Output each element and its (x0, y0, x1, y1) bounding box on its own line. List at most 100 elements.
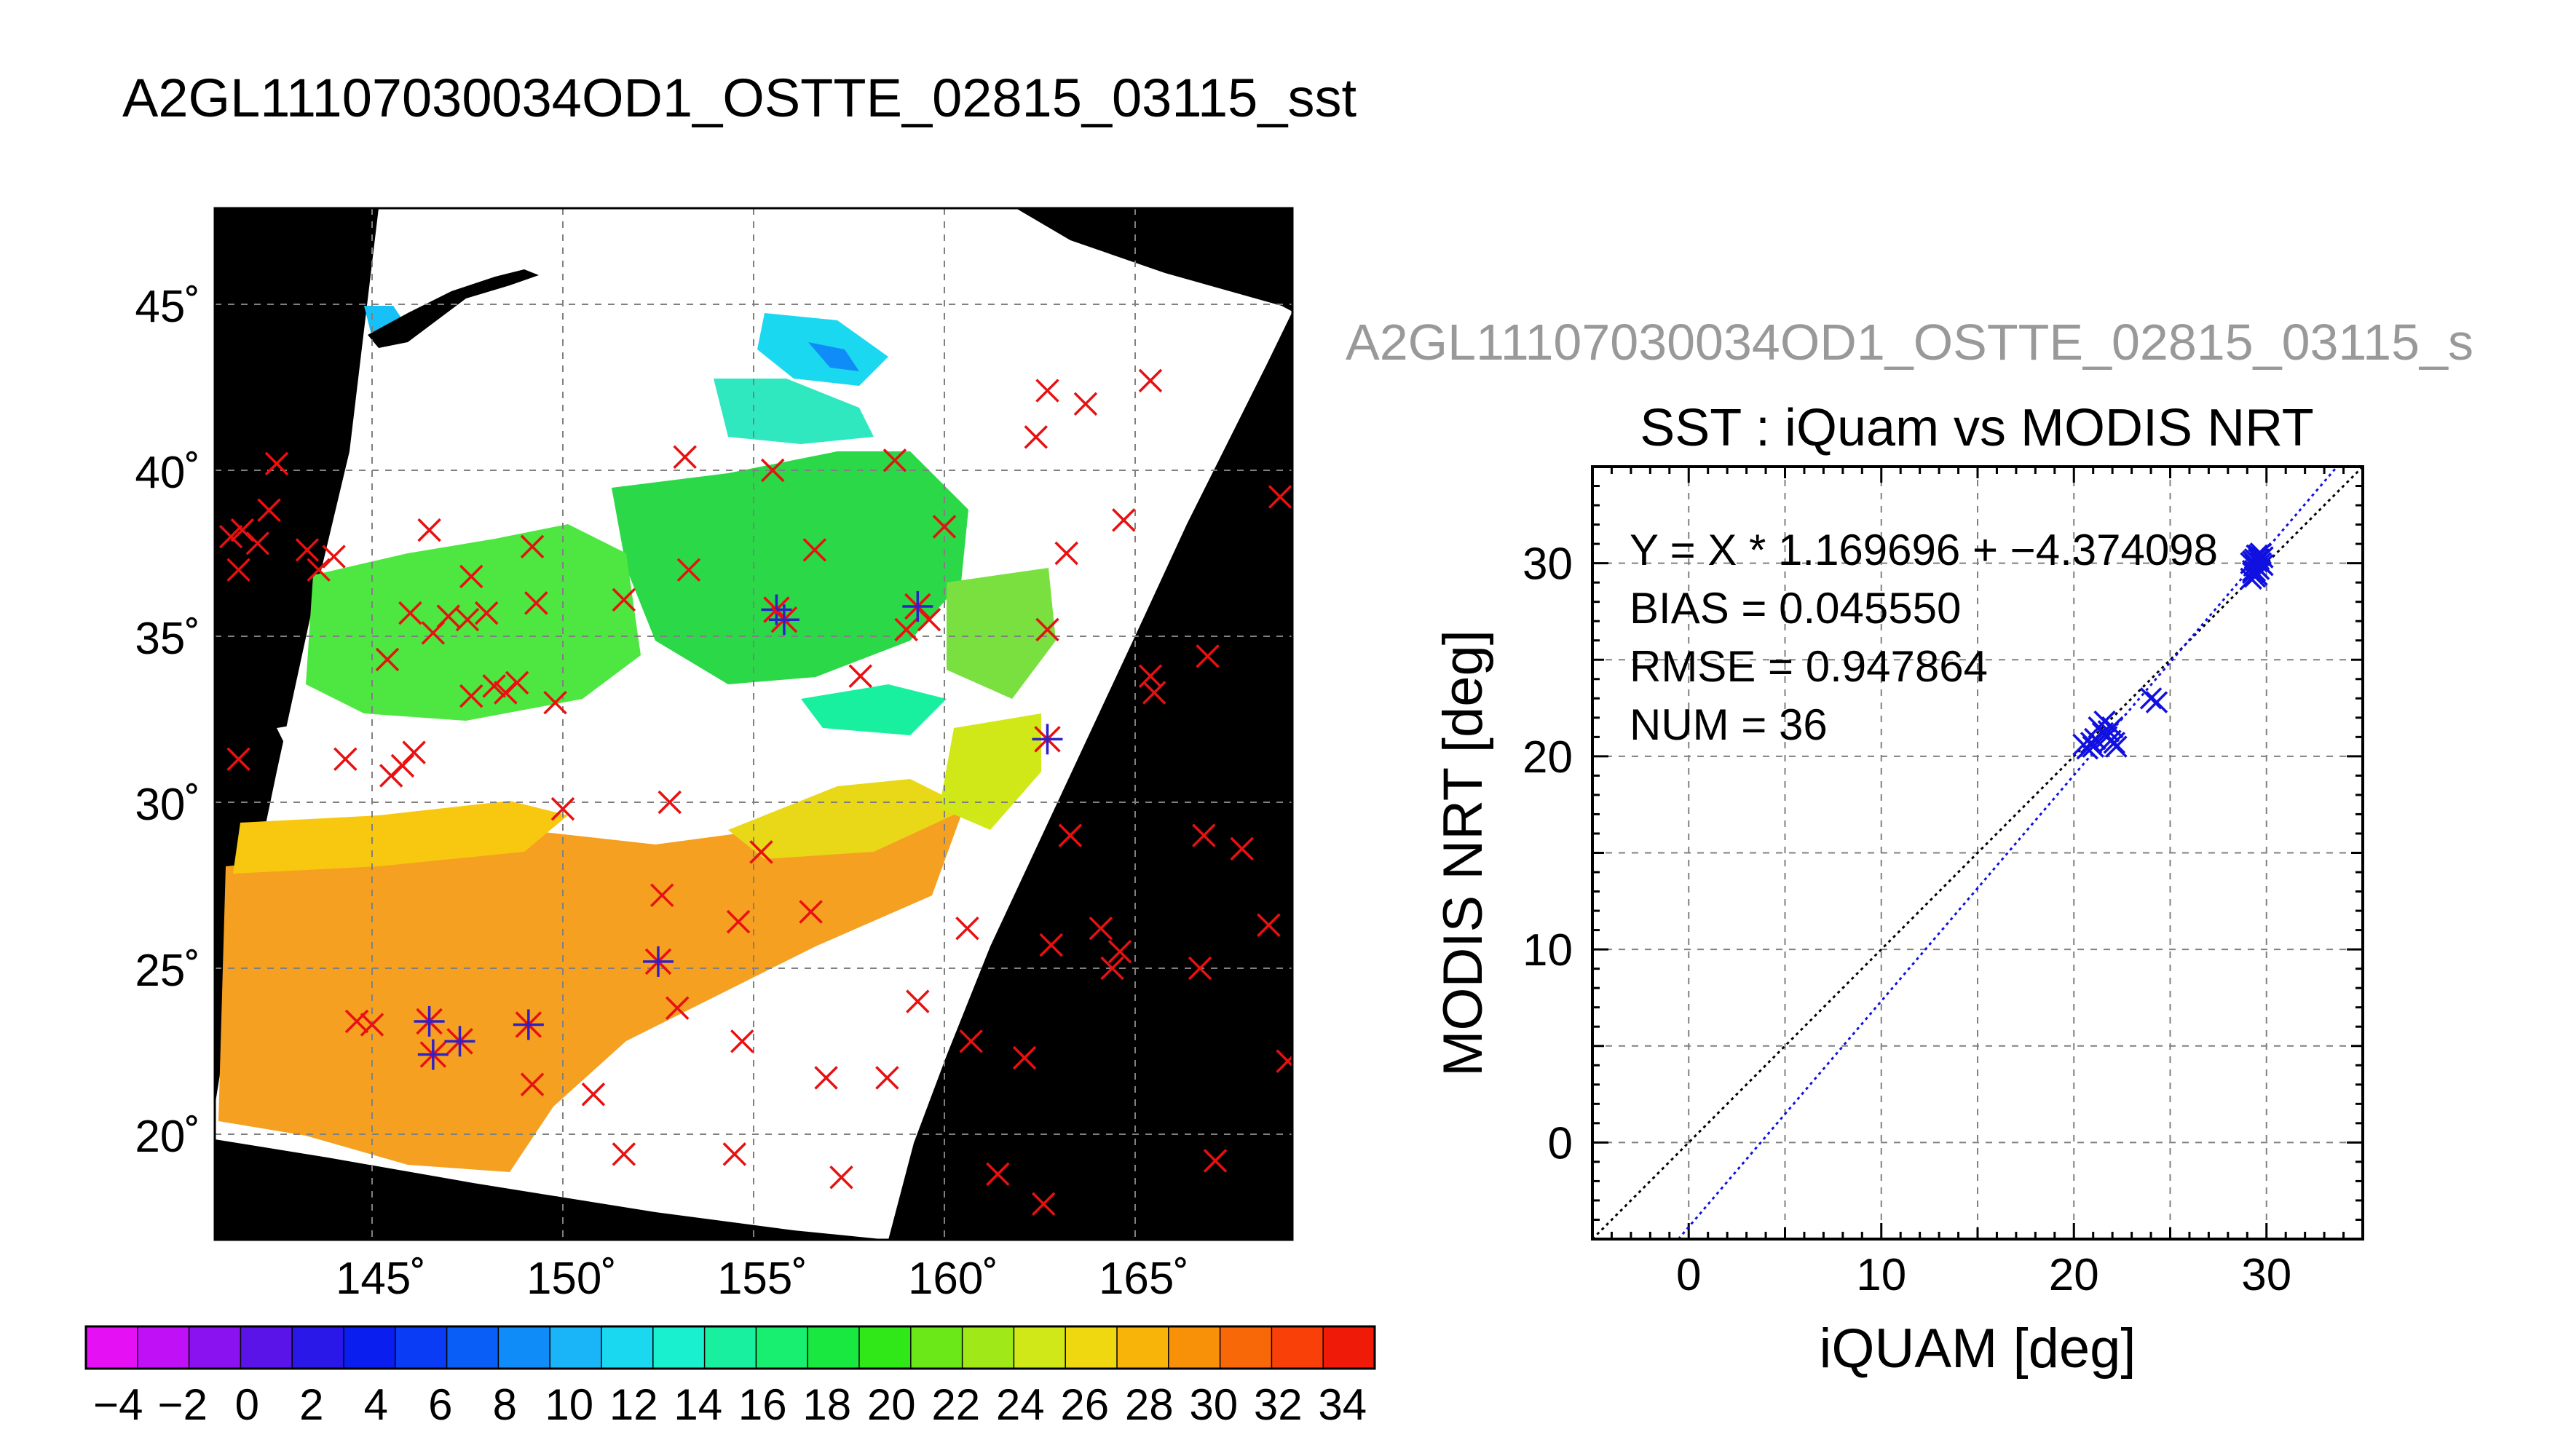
map-frame (213, 207, 1294, 1241)
no-match-marker (344, 1009, 369, 1034)
no-match-marker (932, 515, 957, 539)
colorbar-tick-label: 22 (931, 1380, 980, 1429)
colorbar-tick-label: 34 (1318, 1380, 1367, 1429)
lat-tick-label: 40˚ (135, 448, 200, 498)
no-match-marker (802, 538, 827, 562)
colorbar-tick-label: −4 (93, 1380, 143, 1429)
scatter-annotations: Y = X * 1.169696 + −4.374098 BIAS = 0.045… (1630, 526, 2218, 749)
scatter-point (2247, 548, 2270, 571)
colorbar-tick-label: 12 (609, 1380, 658, 1429)
scatter-x-axis-label: iQUAM [deg] (1819, 1318, 2136, 1380)
no-match-marker (390, 753, 415, 778)
no-match-marker (1138, 368, 1163, 393)
lat-tick-label: 45˚ (135, 282, 200, 332)
lon-tick-label: 155˚ (717, 1254, 807, 1304)
no-match-marker (417, 518, 441, 542)
no-match-marker (524, 591, 548, 615)
no-match-marker (760, 458, 785, 483)
no-match-marker (245, 531, 270, 555)
colorbar-tick-label: 10 (545, 1380, 593, 1429)
lat-tick-label: 25˚ (135, 946, 200, 996)
no-match-marker (875, 1066, 899, 1090)
lat-tick-label: 35˚ (135, 614, 200, 664)
no-match-marker (612, 587, 636, 612)
no-match-marker (1035, 379, 1059, 403)
scatter-point (2243, 559, 2267, 582)
no-match-marker (398, 601, 422, 625)
no-match-marker (650, 883, 674, 907)
colorbar-cell (601, 1326, 654, 1369)
colorbar-tick-label: 14 (674, 1380, 722, 1429)
colorbar-tick-label: 28 (1125, 1380, 1174, 1429)
no-match-marker (459, 564, 483, 589)
colorbar-tick-label: 18 (802, 1380, 851, 1429)
map-grid (215, 208, 1292, 1240)
colorbar-cell (962, 1326, 1014, 1369)
no-match-marker (906, 989, 930, 1013)
no-match-marker (612, 1142, 636, 1166)
colorbar-cell (859, 1326, 912, 1369)
colorbar-cell (652, 1326, 706, 1369)
no-match-marker (882, 448, 907, 472)
no-match-marker (459, 684, 483, 708)
no-match-marker (730, 1029, 754, 1053)
match-marker (643, 946, 674, 977)
no-match-marker (1112, 508, 1136, 532)
match-marker (414, 1005, 445, 1037)
scatter-x-tick-label: 10 (1856, 1250, 1906, 1300)
side-title: A2GL11107030034OD1_OSTTE_02815_03115_s (1346, 314, 2473, 371)
no-match-marker (894, 617, 918, 642)
main-title: A2GL11107030034OD1_OSTTE_02815_03115_sst (122, 68, 1357, 128)
no-match-marker (505, 670, 529, 695)
colorbar-cell (86, 1326, 138, 1369)
scatter-grid (1592, 467, 2363, 1239)
colorbar-cell (910, 1326, 963, 1369)
no-match-marker (1100, 956, 1124, 981)
colorbar-cell (1168, 1326, 1221, 1369)
no-match-marker (749, 840, 773, 864)
no-match-marker (1188, 956, 1212, 981)
scatter-y-axis-label: MODIS NRT [deg] (1432, 630, 1494, 1077)
scatter-point (2097, 720, 2120, 743)
scatter-title: SST : iQuam vs MODIS NRT (1640, 399, 2314, 457)
no-match-marker (829, 1166, 853, 1190)
no-match-marker (814, 1066, 838, 1090)
scatter-annotation: Y = X * 1.169696 + −4.374098 (1630, 526, 2218, 574)
colorbar-cell (1271, 1326, 1324, 1369)
match-marker (417, 1039, 449, 1070)
no-match-marker (520, 534, 545, 559)
colorbar-cell (292, 1326, 344, 1369)
no-match-marker (307, 558, 331, 582)
colorbar-tick-label: 24 (996, 1380, 1045, 1429)
no-match-marker (665, 996, 690, 1020)
no-match-marker (295, 538, 320, 562)
no-match-marker (226, 747, 250, 771)
scatter-plot: SST : iQuam vs MODIS NRT 0 10 20 30 0 10 20 30… (1432, 399, 2364, 1380)
no-match-marker (726, 909, 751, 934)
scatter-y-tick-label: 0 (1548, 1118, 1573, 1168)
scatter-annotation: BIAS = 0.045550 (1630, 584, 1961, 633)
no-match-marker (1054, 541, 1078, 566)
colorbar: −4 −2 0 2 4 6 8 10 12 14 16 18 20 22 24 26 28 30 32 34 (84, 1325, 1376, 1429)
lon-tick-label: 145˚ (336, 1254, 426, 1304)
no-match-markers (218, 368, 1292, 1216)
no-match-marker (322, 545, 346, 569)
match-marker (902, 590, 933, 622)
scatter-point (2103, 732, 2126, 754)
no-match-marker (1107, 939, 1132, 964)
no-match-marker (360, 1013, 384, 1037)
scatter-point (2080, 732, 2103, 754)
scatter-y-tick-label: 20 (1523, 732, 1573, 783)
colorbar-tick-label: 0 (235, 1380, 259, 1429)
match-marker (768, 604, 799, 636)
no-match-marker (1257, 913, 1281, 937)
colorbar-cell (1117, 1326, 1169, 1369)
no-match-marker (676, 558, 701, 582)
one-to-one-line (1591, 465, 2364, 1241)
no-match-marker (402, 740, 426, 764)
scatter-point (2240, 567, 2262, 590)
no-match-marker (955, 917, 979, 941)
match-marker (513, 1009, 544, 1040)
sst-map: 45˚ 40˚ 35˚ 30˚ 25˚ 20˚ 145˚ 150˚ 155˚ 160˚ 165˚ (135, 207, 1294, 1304)
scatter-point (2145, 691, 2168, 713)
